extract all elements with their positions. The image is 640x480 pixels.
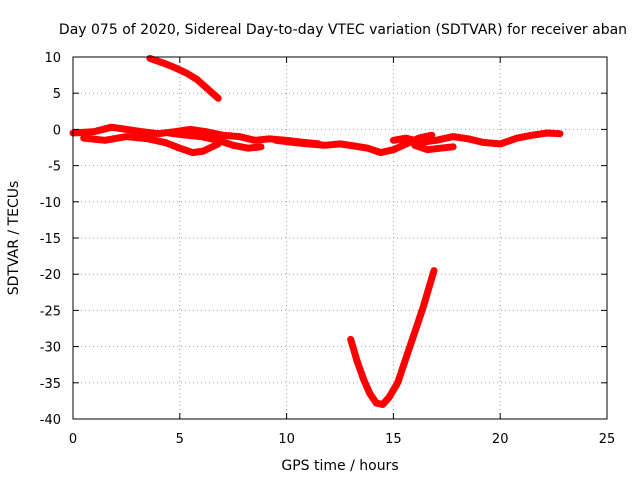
series-arc-5 bbox=[389, 129, 564, 148]
y-axis-label: SDTVAR / TECUs bbox=[6, 181, 22, 296]
y-axis-ticks: 10 5 0 -5 -10 -15 -20 -25 -30 -35 -40 bbox=[40, 51, 607, 428]
x-tick-label: 20 bbox=[492, 432, 509, 447]
x-tick-label: 25 bbox=[599, 432, 616, 447]
series-arc-4 bbox=[272, 131, 436, 157]
x-axis-label: GPS time / hours bbox=[281, 458, 398, 474]
y-tick-label: -40 bbox=[40, 413, 61, 428]
y-tick-label: -25 bbox=[40, 304, 61, 319]
x-tick-label: 5 bbox=[176, 432, 184, 447]
y-tick-label: 0 bbox=[53, 123, 61, 138]
y-tick-label: -10 bbox=[40, 196, 61, 211]
series-arc-7 bbox=[146, 54, 222, 102]
series-arc-3 bbox=[165, 129, 265, 152]
x-tick-label: 10 bbox=[278, 432, 295, 447]
y-tick-label: -35 bbox=[40, 377, 61, 392]
y-tick-label: -5 bbox=[48, 160, 61, 175]
grid bbox=[73, 57, 607, 419]
series-arc-2 bbox=[80, 133, 222, 157]
data-series bbox=[69, 54, 564, 408]
x-tick-label: 0 bbox=[69, 432, 77, 447]
y-tick-label: -15 bbox=[40, 232, 61, 247]
y-tick-label: 5 bbox=[53, 87, 61, 102]
x-axis-ticks: 0 5 10 15 20 25 bbox=[69, 57, 615, 447]
x-tick-label: 15 bbox=[385, 432, 402, 447]
chart-title: Day 075 of 2020, Sidereal Day-to-day VTE… bbox=[59, 22, 627, 38]
y-tick-label: -20 bbox=[40, 268, 61, 283]
series-arc-6 bbox=[411, 141, 457, 154]
series-arc-8 bbox=[347, 267, 438, 408]
y-tick-label: -30 bbox=[40, 341, 61, 356]
y-tick-label: 10 bbox=[44, 51, 61, 66]
